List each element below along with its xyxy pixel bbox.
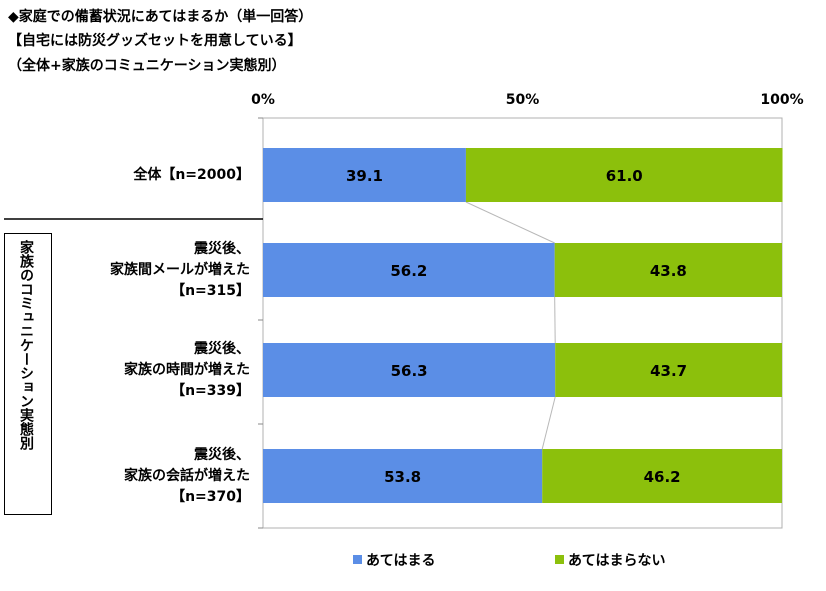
category-label: 全体【n=2000】 bbox=[10, 165, 250, 186]
data-label: 43.7 bbox=[650, 362, 687, 380]
group-label: 家族のコミュニケーション実態別 bbox=[18, 240, 34, 450]
chart-title: ◆家庭での備蓄状況にあてはまるか（単一回答） bbox=[8, 9, 313, 25]
data-label: 61.0 bbox=[606, 167, 643, 185]
x-tick-label: 0% bbox=[251, 92, 275, 108]
series-connector-line bbox=[465, 201, 555, 244]
x-tick-label: 50% bbox=[506, 92, 540, 108]
bar-segment-yes bbox=[263, 148, 466, 202]
data-label: 43.8 bbox=[650, 262, 687, 280]
data-label: 56.2 bbox=[390, 262, 427, 280]
data-label: 53.8 bbox=[384, 468, 421, 486]
legend-swatch bbox=[353, 555, 362, 564]
category-label: 震災後、家族間メールが増えた【n=315】 bbox=[10, 239, 250, 302]
bar-segment-no bbox=[555, 343, 782, 397]
category-label: 震災後、家族の時間が増えた【n=339】 bbox=[10, 339, 250, 402]
legend-swatch bbox=[555, 555, 564, 564]
category-label-line: 全体【n=2000】 bbox=[133, 166, 250, 183]
category-label-line: 家族間メールが増えた bbox=[110, 261, 250, 278]
category-label-line: 震災後、 bbox=[194, 446, 250, 463]
chart-subtitle-breakdown: （全体+家族のコミュニケーション実態別） bbox=[8, 58, 286, 74]
bar-segment-no bbox=[465, 148, 783, 202]
category-label-line: 家族の時間が増えた bbox=[124, 361, 250, 378]
data-label: 56.3 bbox=[391, 362, 428, 380]
category-label-line: 震災後、 bbox=[194, 240, 250, 257]
data-label: 39.1 bbox=[346, 167, 383, 185]
category-label: 震災後、家族の会話が増えた【n=370】 bbox=[10, 445, 250, 508]
bar-segment-yes bbox=[263, 449, 543, 503]
category-label-line: 【n=339】 bbox=[171, 382, 250, 399]
bar-segment-no bbox=[554, 243, 782, 297]
category-label-line: 【n=315】 bbox=[171, 282, 250, 299]
chart-subtitle: 【自宅には防災グッズセットを用意している】 bbox=[8, 33, 302, 49]
bar-segment-yes bbox=[263, 343, 556, 397]
data-label: 46.2 bbox=[644, 468, 681, 486]
legend-label: あてはまる bbox=[366, 553, 435, 569]
legend-label: あてはまらない bbox=[568, 553, 665, 569]
category-label-line: 【n=370】 bbox=[171, 488, 250, 505]
group-label-box bbox=[4, 233, 52, 515]
bar-segment-yes bbox=[263, 243, 555, 297]
category-label-line: 家族の会話が増えた bbox=[124, 467, 250, 484]
series-connector-line bbox=[541, 396, 556, 450]
series-connector-line bbox=[554, 296, 556, 344]
category-label-line: 震災後、 bbox=[194, 340, 250, 357]
bar-segment-no bbox=[542, 449, 782, 503]
x-tick-label: 100% bbox=[760, 92, 803, 108]
